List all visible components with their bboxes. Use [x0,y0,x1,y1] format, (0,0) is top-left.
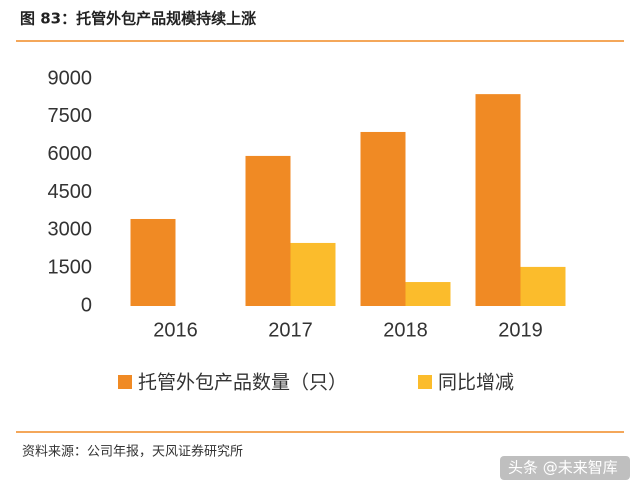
y-tick-label: 3000 [48,219,93,241]
legend-label: 托管外包产品数量（只） [138,372,347,394]
bar [475,94,521,306]
y-tick-label: 9000 [48,67,93,89]
x-tick-label: 2016 [153,319,198,341]
legend-swatch [118,375,132,389]
bar [520,266,566,306]
y-tick-label: 1500 [48,256,93,278]
y-tick-label: 0 [81,294,92,316]
x-tick-label: 2019 [498,319,543,341]
bar [245,155,291,306]
watermark: 头条 @未来智库 [508,459,618,477]
y-tick-label: 4500 [48,181,93,203]
legend-swatch [418,375,432,389]
x-tick-label: 2017 [268,319,313,341]
y-tick-label: 6000 [48,143,93,165]
y-tick-label: 7500 [48,105,93,127]
x-tick-label: 2018 [383,319,428,341]
chart-title: 图 83：托管外包产品规模持续上涨 [20,10,256,28]
bar [290,242,336,306]
watermark-bg [500,456,630,480]
source-note: 资料来源：公司年报，天风证券研究所 [22,444,243,460]
legend-label: 同比增减 [438,372,514,394]
bar [405,282,451,306]
bar [360,131,406,306]
bar [130,218,176,306]
